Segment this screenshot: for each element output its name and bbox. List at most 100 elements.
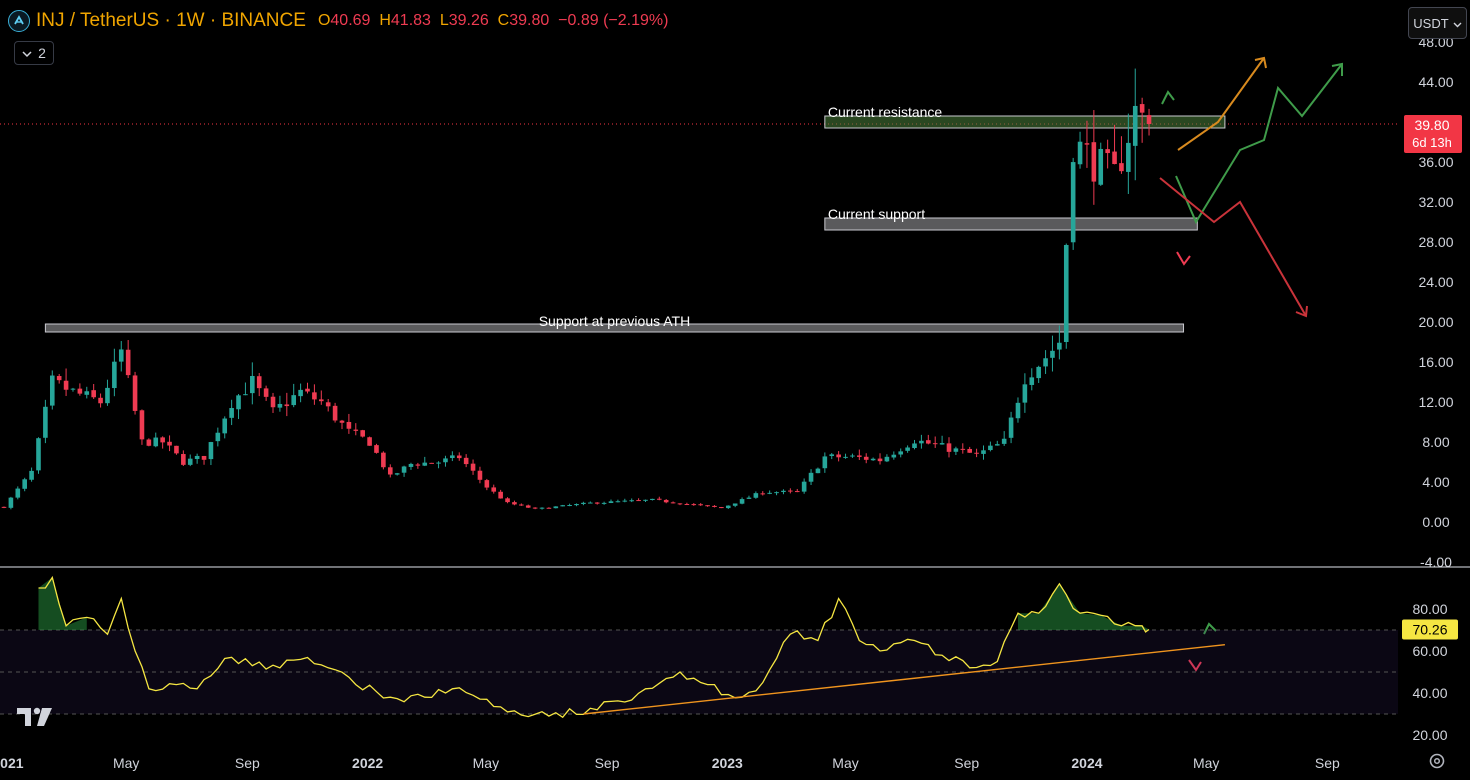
candle-body bbox=[960, 448, 966, 450]
price-tick-label: 44.00 bbox=[1418, 74, 1453, 90]
candle-body bbox=[63, 380, 69, 390]
candle-body bbox=[926, 440, 931, 444]
high-label: H bbox=[379, 12, 391, 29]
candle-body bbox=[567, 505, 572, 507]
projection-arrows bbox=[1159, 56, 1343, 672]
candle-body bbox=[1015, 402, 1021, 419]
candle-body bbox=[415, 464, 421, 466]
candle-body bbox=[1022, 384, 1028, 403]
price-tick-label: 8.00 bbox=[1422, 434, 1449, 450]
candle-body bbox=[636, 500, 641, 502]
high-value: 41.83 bbox=[390, 12, 431, 29]
time-tick-label: 2021 bbox=[0, 755, 24, 771]
small-up-arrow bbox=[1161, 90, 1175, 105]
candle-body bbox=[270, 396, 276, 408]
rsi-down-arrow bbox=[1188, 659, 1202, 672]
candle-body bbox=[153, 437, 159, 447]
projection-arrow-green bbox=[1175, 63, 1343, 225]
candle-body bbox=[1084, 143, 1090, 145]
candle-body bbox=[387, 467, 393, 475]
candle-body bbox=[381, 452, 386, 468]
last-price-label-bg bbox=[1404, 115, 1462, 153]
candle-body bbox=[650, 498, 655, 501]
rsi-line bbox=[38, 575, 1150, 719]
annotation-label: Current support bbox=[828, 206, 925, 222]
arrowhead-green bbox=[1331, 62, 1343, 76]
candle-body bbox=[857, 455, 862, 457]
rsi-overbought-fill bbox=[38, 577, 87, 630]
candle-body bbox=[677, 503, 683, 505]
arrowhead-red bbox=[1295, 305, 1308, 318]
candle-body bbox=[560, 505, 566, 507]
candle-body bbox=[491, 487, 497, 492]
candle-body bbox=[850, 455, 855, 457]
candle-body bbox=[139, 410, 145, 440]
rsi-tick-label: 20.00 bbox=[1412, 727, 1447, 743]
rsi-tick-label: 40.00 bbox=[1412, 685, 1447, 701]
candle-body bbox=[498, 491, 503, 499]
candle-body bbox=[1001, 438, 1007, 444]
price-tick-label: 12.00 bbox=[1418, 394, 1453, 410]
candle-body bbox=[243, 394, 248, 396]
time-tick-label: May bbox=[113, 755, 139, 771]
projection-arrow-orange bbox=[1177, 57, 1265, 151]
annotation-label: Support at previous ATH bbox=[539, 313, 690, 329]
candle-body bbox=[222, 418, 228, 434]
candle-body bbox=[29, 470, 34, 480]
candle-body bbox=[229, 408, 234, 418]
candle-body bbox=[374, 445, 379, 453]
settings-gear-icon[interactable] bbox=[1428, 752, 1446, 775]
candle-body bbox=[325, 402, 331, 407]
candle-body bbox=[256, 376, 262, 389]
rsi-value-label: 70.26 bbox=[1412, 621, 1447, 637]
candle-body bbox=[691, 504, 697, 506]
rsi-value-label-bg bbox=[1402, 619, 1458, 640]
change-value: −0.89 (−2.19%) bbox=[558, 12, 669, 29]
time-tick-label: 2022 bbox=[352, 755, 383, 771]
candle-body bbox=[84, 391, 90, 395]
time-tick-label: May bbox=[473, 755, 499, 771]
rsi-pane: 80.00 60.00 40.00 20.00 bbox=[0, 575, 1448, 743]
candle-body bbox=[1105, 149, 1110, 154]
candle-body bbox=[125, 349, 131, 376]
candle-body bbox=[974, 452, 979, 454]
candle-body bbox=[622, 500, 628, 502]
candle-body bbox=[788, 490, 793, 492]
candle-body bbox=[284, 404, 290, 407]
legend-count: 2 bbox=[38, 45, 46, 61]
candle-body bbox=[484, 480, 490, 488]
candle-body bbox=[663, 499, 669, 503]
candle-body bbox=[608, 501, 614, 503]
candle-body bbox=[167, 441, 172, 446]
candle-body bbox=[401, 466, 407, 473]
annotation-box bbox=[824, 115, 1226, 129]
candle-body bbox=[56, 376, 62, 381]
candle-body bbox=[15, 488, 21, 498]
currency-select-button[interactable]: USDT bbox=[1408, 7, 1467, 39]
candle-body bbox=[615, 501, 621, 503]
low-label: L bbox=[439, 12, 449, 29]
candle-body bbox=[988, 445, 993, 451]
candle-body bbox=[1119, 163, 1124, 172]
legend-toggle-button[interactable]: 2 bbox=[14, 41, 54, 65]
candle-body bbox=[656, 498, 662, 500]
tradingview-logo-icon[interactable] bbox=[16, 706, 56, 733]
candle-body bbox=[146, 439, 152, 446]
candle-body bbox=[912, 443, 917, 449]
symbol-title[interactable]: INJ / TetherUS · 1W · BINANCE bbox=[36, 10, 306, 31]
annotation-layer: Current resistance Current support Support… bbox=[44, 104, 1226, 333]
last-price-value: 39.80 bbox=[1414, 117, 1449, 133]
time-axis: 2021 May Sep 2022 May Sep 2023 May Sep 2024 May Sep bbox=[0, 755, 1340, 771]
candle-body bbox=[160, 437, 165, 443]
candle-body bbox=[760, 493, 766, 495]
price-labels: 39.80 6d 13h 70.26 bbox=[1402, 115, 1462, 640]
candle-body bbox=[408, 463, 414, 467]
candle-body bbox=[318, 399, 324, 402]
candle-body bbox=[443, 458, 448, 463]
candle-body bbox=[208, 442, 214, 460]
candle-body bbox=[298, 389, 303, 397]
injective-logo-icon bbox=[8, 10, 30, 32]
candle-body bbox=[781, 490, 786, 493]
annotation-box bbox=[44, 323, 1185, 333]
